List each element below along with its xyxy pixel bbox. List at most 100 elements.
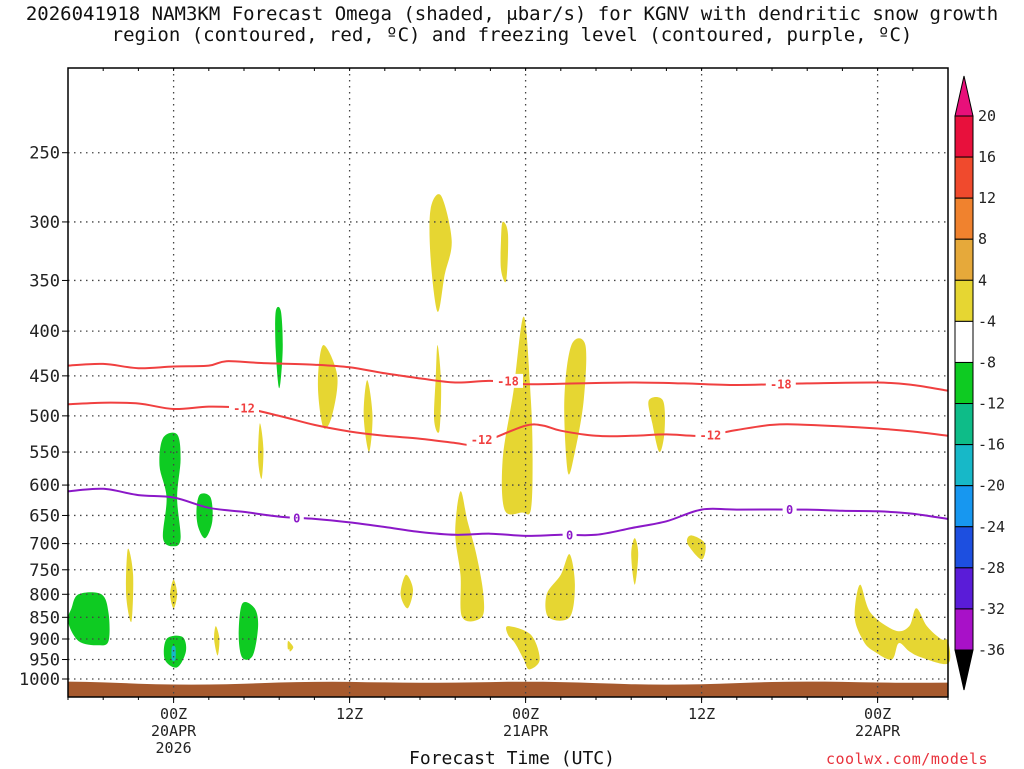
colorbar-label--24: -24	[978, 518, 1005, 536]
omega-pos-800	[545, 554, 575, 621]
omega-pos-tall	[501, 316, 533, 515]
dgz-upper-label-0: -18	[497, 374, 519, 388]
colorbar-label--8: -8	[978, 353, 996, 371]
colorbar-label--28: -28	[978, 559, 1005, 577]
colorbar-swatch--28	[954, 567, 974, 610]
colorbar-label--16: -16	[978, 436, 1005, 454]
omega-neg-600	[159, 432, 181, 547]
colorbar-label-4: 4	[978, 271, 987, 289]
omega-pos-720b	[686, 535, 706, 560]
colorbar-label--36: -36	[978, 641, 1005, 659]
colorbar-swatch-16	[954, 156, 974, 199]
omega-neg-650	[196, 493, 213, 539]
omega-neg-870	[238, 601, 259, 660]
grid-lines	[68, 68, 948, 697]
dgz-upper-label-bg-0	[493, 373, 523, 388]
colorbar-swatch--20	[954, 485, 974, 528]
colorbar-label-20: 20	[978, 107, 996, 125]
freezing-level-label-1: 0	[566, 528, 573, 542]
credit-text[interactable]: coolwx.com/models	[826, 750, 989, 768]
colorbar-label--4: -4	[978, 312, 996, 330]
omega-neg-420	[275, 306, 283, 389]
dgz-lower-label-bg-0	[229, 401, 259, 416]
y-tick-label-250: 250	[29, 144, 60, 164]
freezing-level-label-0: 0	[293, 511, 300, 525]
freezing-level-label-bg-0	[289, 510, 304, 525]
dgz-upper-label-1: -18	[770, 378, 792, 392]
colorbar-swatch--32	[954, 608, 974, 651]
colorbar-swatch--8	[954, 361, 974, 405]
y-tick-label-800: 800	[29, 585, 60, 605]
colorbar-label-8: 8	[978, 230, 987, 248]
plot-frame	[67, 67, 949, 698]
omega-pos-780	[400, 574, 414, 609]
y-axis-ticks: 2503003504004505005506006507007508008509…	[19, 144, 68, 690]
freezing-level-line	[67, 487, 949, 537]
colorbar-label-16: 16	[978, 148, 996, 166]
colorbar-label-12: 12	[978, 189, 996, 207]
colorbar-swatch-12	[954, 197, 974, 240]
x-tick-label-0-0: 00Z	[160, 705, 187, 723]
omega-pos-740	[125, 548, 134, 623]
omega-pos-700c	[631, 538, 639, 585]
dgz-lower-label-0: -12	[233, 402, 255, 416]
omega-pos-325	[500, 221, 509, 283]
y-tick-label-750: 750	[29, 561, 60, 581]
chart-title: 2026041918 NAM3KM Forecast Omega (shaded…	[25, 3, 999, 46]
colorbar-swatch--12	[954, 403, 974, 446]
dgz-lower-label-2: -12	[700, 429, 722, 443]
colorbar-swatch--4	[954, 320, 974, 363]
x-tick-label-0-1: 20APR	[151, 722, 197, 740]
colorbar: 20 16 12 8 4 -4 -8 -12 -16 -20 -24 -28 -32 -36	[954, 75, 1005, 691]
x-tick-label-30-0: 12Z	[688, 705, 715, 723]
omega-pos-490	[648, 397, 666, 453]
y-tick-label-350: 350	[29, 271, 60, 291]
colorbar-swatch-8	[954, 238, 974, 281]
omega-neg-860	[67, 592, 110, 646]
x-tick-label-0-2: 2026	[156, 739, 192, 757]
x-tick-label-20-1: 21APR	[503, 722, 549, 740]
y-tick-label-850: 850	[29, 608, 60, 628]
y-tick-label-1000: 1000	[19, 670, 60, 690]
freezing-level-label-bg-1	[562, 527, 577, 542]
terrain-fill	[68, 681, 948, 697]
dgz-lower-label-bg-2	[695, 428, 726, 443]
x-axis-label: Forecast Time (UTC)	[409, 748, 615, 769]
y-tick-label-450: 450	[29, 367, 60, 387]
y-tick-label-650: 650	[29, 506, 60, 526]
omega-neg-935-core	[171, 645, 176, 662]
y-tick-label-300: 300	[29, 213, 60, 233]
colorbar-swatch--24	[954, 526, 974, 569]
y-tick-label-550: 550	[29, 443, 60, 463]
omega-pos-900	[506, 626, 540, 670]
x-tick-label-10-0: 12Z	[336, 705, 363, 723]
colorbar-under-triangle	[954, 649, 974, 691]
freezing-level-label-bg-2	[782, 502, 797, 517]
omega-pos-520	[258, 423, 264, 479]
y-tick-label-400: 400	[29, 322, 60, 342]
colorbar-label--12: -12	[978, 395, 1005, 413]
y-tick-label-600: 600	[29, 476, 60, 496]
colorbar-swatch-4	[954, 279, 974, 322]
omega-pos-925	[287, 641, 292, 650]
omega-pos-880	[214, 626, 220, 656]
y-tick-label-900: 900	[29, 630, 60, 650]
y-tick-label-950: 950	[29, 651, 60, 671]
omega-shading	[67, 194, 951, 670]
omega-pos-720	[455, 491, 485, 622]
colorbar-label--32: -32	[978, 600, 1005, 618]
y-tick-label-500: 500	[29, 407, 60, 427]
omega-pos-e22	[854, 584, 951, 665]
freezing-level-label-2: 0	[786, 503, 793, 517]
dgz-lower-label-1: -12	[471, 433, 493, 447]
contour-lines: -18 -18 -12 -12 -12 0 0 0	[67, 360, 949, 542]
omega-pos-430	[564, 338, 587, 475]
x-tick-label-20-0: 00Z	[512, 705, 539, 723]
x-tick-label-40-0: 00Z	[864, 705, 891, 723]
dgz-lower-label-bg-1	[466, 432, 497, 447]
colorbar-label--20: -20	[978, 477, 1005, 495]
x-tick-label-40-1: 22APR	[855, 722, 901, 740]
dgz-upper-label-bg-1	[765, 377, 796, 392]
